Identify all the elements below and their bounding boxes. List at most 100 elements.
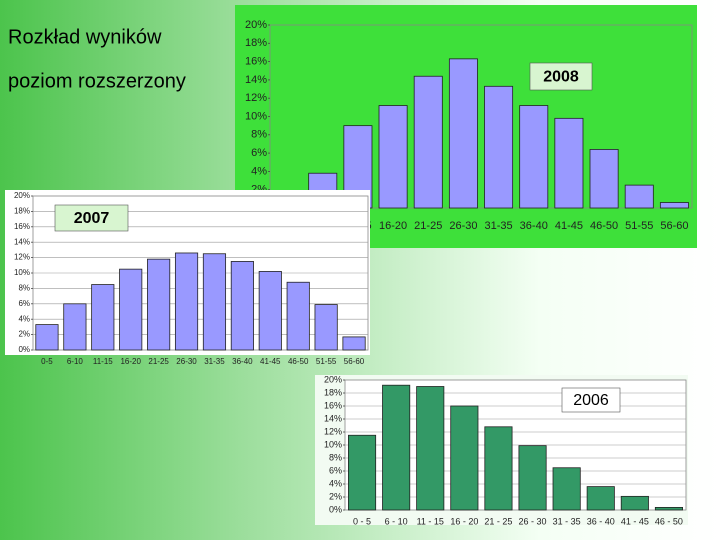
bar xyxy=(554,117,584,209)
x-tick-label: 51-55 xyxy=(625,220,653,232)
chart-label-box xyxy=(54,204,129,232)
y-tick-label: 18% xyxy=(245,37,267,49)
y-tick-label: 14% xyxy=(324,413,342,423)
y-tick-label: 20% xyxy=(245,19,267,31)
bar xyxy=(413,75,443,209)
y-tick-label: 12% xyxy=(14,253,30,262)
bar xyxy=(416,386,445,511)
x-tick-label: 6 - 10 xyxy=(385,516,408,526)
x-tick-label: 26-30 xyxy=(176,357,197,366)
y-tick-label: 14% xyxy=(14,237,30,246)
bar xyxy=(382,384,411,511)
x-tick-label: 26-30 xyxy=(449,220,477,232)
bar xyxy=(378,105,408,209)
y-tick-label: 16% xyxy=(324,400,342,410)
x-tick-label: 16-20 xyxy=(120,357,141,366)
x-tick-label: 21-25 xyxy=(414,220,442,232)
bar xyxy=(586,486,615,511)
bar xyxy=(230,261,254,351)
bar xyxy=(119,268,143,351)
y-tick-label: 18% xyxy=(324,387,342,397)
x-tick-label: 6-10 xyxy=(67,357,84,366)
y-tick-label: 2% xyxy=(18,330,30,339)
x-tick-label: 41-45 xyxy=(555,220,583,232)
y-tick-label: 10% xyxy=(14,268,30,277)
bar xyxy=(314,304,338,351)
y-tick-label: 8% xyxy=(18,284,30,293)
x-tick-label: 11 - 15 xyxy=(417,516,444,526)
chart: 0% 2% 4% 6% 8% 10% 12% 14% 16% 18% 20% 0 - 5 6 - 10 1… xyxy=(315,374,688,526)
x-tick-label: 16-20 xyxy=(379,220,407,232)
bar xyxy=(286,281,310,351)
x-tick-label: 46-50 xyxy=(288,357,309,366)
bar xyxy=(202,253,227,351)
chart-label: 2006 xyxy=(573,392,609,409)
y-tick-label: 6% xyxy=(329,465,342,475)
y-tick-label: 12% xyxy=(245,92,267,104)
bar xyxy=(484,426,513,511)
y-tick-label: 0% xyxy=(18,345,30,354)
bar xyxy=(589,149,619,209)
x-tick-label: 36-40 xyxy=(520,220,548,232)
y-tick-label: 2% xyxy=(329,491,342,501)
slide-subtitle: poziom rozszerzony xyxy=(8,70,186,92)
x-tick-label: 11-15 xyxy=(93,357,113,366)
y-tick-label: 14% xyxy=(245,74,267,86)
bar xyxy=(35,324,59,351)
bar xyxy=(659,202,689,209)
y-tick-label: 18% xyxy=(14,207,30,216)
x-tick-label: 36-40 xyxy=(232,357,253,366)
y-tick-label: 4% xyxy=(329,478,342,488)
bar xyxy=(620,495,649,511)
x-tick-label: 0-5 xyxy=(41,357,53,366)
chart-label-box xyxy=(529,62,593,91)
bar xyxy=(448,58,478,209)
y-tick-label: 6% xyxy=(251,147,267,159)
x-tick-label: 36 - 40 xyxy=(587,516,615,526)
y-tick-label: 4% xyxy=(18,314,30,323)
x-tick-label: 51-55 xyxy=(316,357,337,366)
y-tick-label: 0% xyxy=(329,504,342,514)
chart-label-box xyxy=(561,387,621,413)
y-tick-label: 8% xyxy=(329,452,342,462)
y-tick-label: 16% xyxy=(14,222,30,231)
bar xyxy=(147,258,171,351)
chart-label: 2008 xyxy=(543,69,579,86)
bar xyxy=(258,271,282,351)
x-tick-label: 21-25 xyxy=(148,357,169,366)
x-tick-label: 56-60 xyxy=(660,220,688,232)
slide-title: Rozkład wyników xyxy=(8,26,162,48)
y-tick-label: 12% xyxy=(324,426,342,436)
bar xyxy=(484,85,514,209)
x-tick-label: 26 - 30 xyxy=(519,516,547,526)
bar xyxy=(348,434,377,511)
bar xyxy=(654,506,683,511)
bar xyxy=(518,445,547,511)
y-tick-label: 20% xyxy=(14,191,30,200)
bar xyxy=(342,336,366,351)
y-tick-label: 10% xyxy=(324,439,342,449)
plot-area xyxy=(269,24,693,209)
y-tick-label: 16% xyxy=(245,56,267,68)
x-tick-label: 46-50 xyxy=(590,220,618,232)
y-tick-label: 6% xyxy=(18,299,30,308)
bar xyxy=(174,252,199,351)
x-tick-label: 41-45 xyxy=(260,357,281,366)
chart-label: 2007 xyxy=(74,210,110,227)
x-tick-label: 0 - 5 xyxy=(353,516,371,526)
bar xyxy=(624,184,654,209)
bar xyxy=(519,105,549,209)
bar xyxy=(552,467,581,511)
x-tick-label: 41 - 45 xyxy=(621,516,649,526)
chart: 0%2%4%6%8%10%12%14%16%18%20%0-56-1011-15… xyxy=(235,5,697,248)
bar xyxy=(91,284,115,351)
bar xyxy=(63,303,87,351)
y-tick-label: 8% xyxy=(251,129,267,141)
x-tick-label: 46 - 50 xyxy=(655,516,683,526)
x-tick-label: 31-35 xyxy=(204,357,225,366)
x-tick-label: 31-35 xyxy=(485,220,513,232)
x-tick-label: 31 - 35 xyxy=(553,516,581,526)
chart: 0% 2% 4% 6% 8% 10% 12% 14% 16% 18% 20% 0-5 6-10 11-15… xyxy=(5,190,370,366)
y-tick-label: 10% xyxy=(245,110,267,122)
